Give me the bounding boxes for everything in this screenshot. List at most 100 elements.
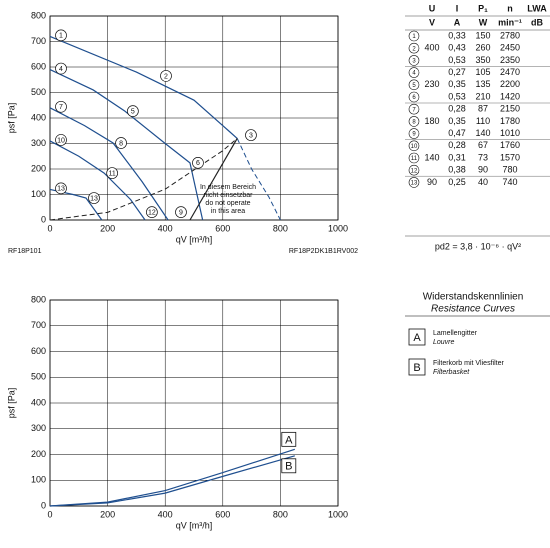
y-tick-label: 200 (31, 449, 46, 459)
curve-label: 4 (59, 66, 63, 73)
row-id: 13 (411, 180, 418, 186)
table-cell: 2200 (500, 79, 520, 89)
x-tick-label: 0 (47, 223, 52, 233)
x-tick-label: 200 (100, 509, 115, 519)
table-cell: 1780 (500, 116, 520, 126)
note-text: In diesem Bereich (200, 184, 256, 191)
row-id-circle (408, 116, 420, 127)
row-id: 8 (412, 119, 416, 125)
table-cell: 2350 (500, 55, 520, 65)
y-tick-label: 500 (31, 372, 46, 382)
footer-code: RF18P2DK1B1RV002 (289, 248, 358, 255)
curve-label-box (281, 431, 297, 447)
curve-label-circle (55, 100, 67, 113)
table-cell: 110 (476, 116, 490, 126)
x-axis-label: qV [m³/h] (176, 520, 213, 530)
curve (49, 107, 169, 221)
y-tick-label: 400 (31, 112, 46, 122)
curve-label-circle (55, 29, 67, 42)
y-tick-label: 600 (31, 61, 46, 71)
table-cell: 67 (478, 140, 488, 150)
row-id-circle (408, 152, 420, 164)
table-cell: 0,28 (448, 140, 466, 150)
x-tick-label: 200 (100, 223, 115, 233)
table-cell: 1570 (500, 152, 520, 162)
table-cell: 0,43 (448, 43, 466, 53)
row-id: 3 (412, 58, 416, 64)
table-cell: 740 (502, 177, 517, 187)
y-tick-label: 800 (31, 10, 46, 20)
table-unit: V (429, 17, 435, 27)
y-axis-label: psf [Pa] (6, 103, 16, 134)
table-cell: 0,28 (448, 104, 466, 114)
table-cell: 87 (478, 104, 488, 114)
x-tick-label: 0 (47, 509, 52, 519)
row-id-circle (408, 55, 420, 66)
table-cell: 1010 (500, 128, 520, 138)
table-cell: 2150 (500, 104, 520, 114)
curve (189, 138, 238, 221)
curve-label-circle (245, 129, 257, 141)
table-cell: 0,35 (448, 116, 466, 126)
x-tick-label: 400 (158, 223, 173, 233)
table-header: U (429, 3, 436, 13)
row-id: 11 (411, 156, 418, 162)
legend-key-box (408, 328, 426, 346)
table-cell: 1420 (500, 91, 520, 101)
y-tick-label: 700 (31, 320, 46, 330)
curve-label: 11 (109, 170, 116, 177)
table-cell: 105 (475, 67, 490, 77)
curve (49, 455, 295, 507)
y-tick-label: 0 (41, 214, 46, 224)
legend-label: Filterkorb mit Vliesfilter (433, 360, 504, 367)
curve-label-circle (115, 137, 127, 149)
table-cell: 90 (478, 165, 488, 175)
y-tick-label: 300 (31, 138, 46, 148)
curve (49, 448, 295, 507)
table-cell: 2780 (500, 30, 520, 40)
curve (49, 140, 146, 221)
table-cell: 90 (427, 177, 437, 187)
table-header: n (507, 3, 513, 13)
table-cell: 210 (475, 91, 490, 101)
x-tick-label: 800 (273, 509, 288, 519)
y-tick-label: 200 (31, 163, 46, 173)
y-tick-label: 500 (31, 87, 46, 97)
row-id-circle (408, 103, 420, 115)
curve-label-circle (127, 105, 139, 117)
curve-label: 13 (57, 186, 65, 193)
legend-subtitle: Resistance Curves (431, 304, 515, 315)
table-cell: 0,38 (448, 165, 466, 175)
curve-label: B (285, 461, 292, 473)
curve-label-circle (160, 70, 172, 82)
table-cell: 180 (424, 116, 439, 126)
table-cell: 1760 (500, 140, 520, 150)
row-id: 7 (412, 107, 416, 113)
x-tick-label: 1000 (328, 223, 348, 233)
row-id: 9 (412, 132, 416, 138)
row-id: 1 (412, 34, 416, 40)
curve-label: A (285, 434, 293, 446)
curve-label: 12 (148, 209, 156, 216)
curve (49, 35, 238, 139)
table-cell: 0,47 (448, 128, 466, 138)
curve-label-circle (192, 157, 204, 169)
y-tick-label: 300 (31, 423, 46, 433)
y-tick-label: 400 (31, 397, 46, 407)
note-text: nicht einsetzbar (203, 192, 253, 199)
row-id-circle (408, 42, 420, 54)
table-unit: dB (531, 17, 543, 27)
table-cell: 0,33 (448, 30, 466, 40)
row-id-circle (408, 164, 420, 176)
row-id-circle (408, 30, 420, 42)
curve-label: 13 (90, 195, 98, 202)
curve-label-circle (88, 192, 100, 204)
curve (49, 138, 238, 221)
row-id: 4 (412, 71, 416, 77)
table-cell: 0,53 (448, 91, 466, 101)
footer-code: RF18P101 (8, 248, 42, 255)
table-cell: 140 (424, 152, 439, 162)
row-id: 10 (411, 144, 418, 150)
table-cell: 73 (478, 152, 488, 162)
curve-label-box (281, 458, 297, 474)
